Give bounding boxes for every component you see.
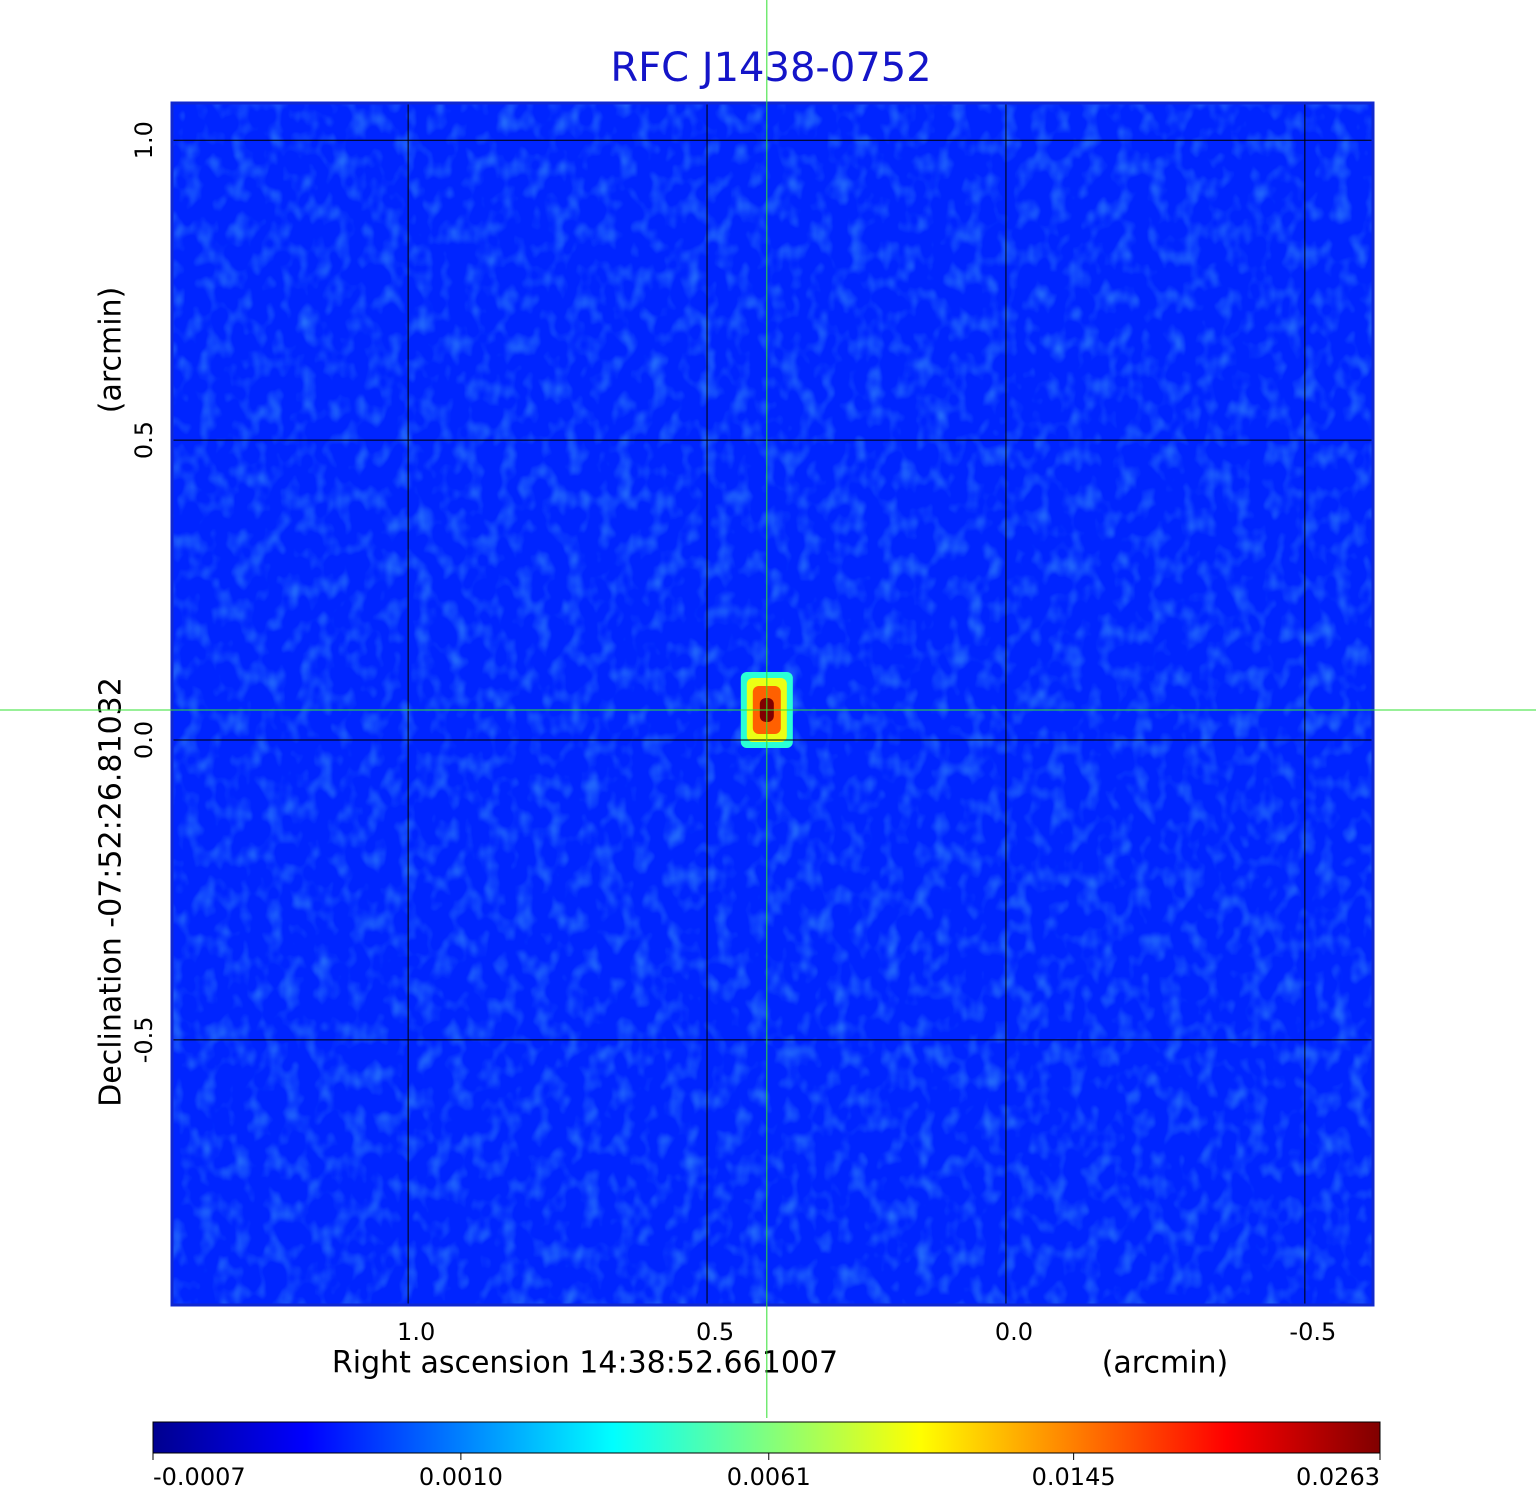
y-tick-label: 0.0 xyxy=(130,721,158,759)
colorbar-tick-label: 0.0263 xyxy=(1296,1463,1380,1491)
colorbar-tick-label: 0.0010 xyxy=(419,1463,503,1491)
y-axis-label: Declination -07:52:26.81032 xyxy=(94,677,129,1107)
colorbar-tick-label: 0.0145 xyxy=(1032,1463,1116,1491)
plot-frame xyxy=(170,101,1375,1307)
colorbar-tick-label: -0.0007 xyxy=(153,1463,246,1491)
chart-title: RFC J1438-0752 xyxy=(610,45,931,91)
x-tick-label: 0.0 xyxy=(995,1318,1033,1346)
y-tick-label: -0.5 xyxy=(130,1016,158,1063)
x-tick-label: 1.0 xyxy=(397,1318,435,1346)
x-tick-label: -0.5 xyxy=(1289,1318,1336,1346)
colorbar-tick-label: 0.0061 xyxy=(727,1463,811,1491)
x-tick-label: 0.5 xyxy=(696,1318,734,1346)
x-axis-unit: (arcmin) xyxy=(1102,1346,1229,1381)
y-axis-unit: (arcmin) xyxy=(94,287,129,414)
y-tick-label: 0.5 xyxy=(130,421,158,459)
x-axis-label: Right ascension 14:38:52.661007 xyxy=(332,1346,838,1381)
colorbar xyxy=(152,1421,1381,1454)
y-tick-label: 1.0 xyxy=(130,121,158,159)
